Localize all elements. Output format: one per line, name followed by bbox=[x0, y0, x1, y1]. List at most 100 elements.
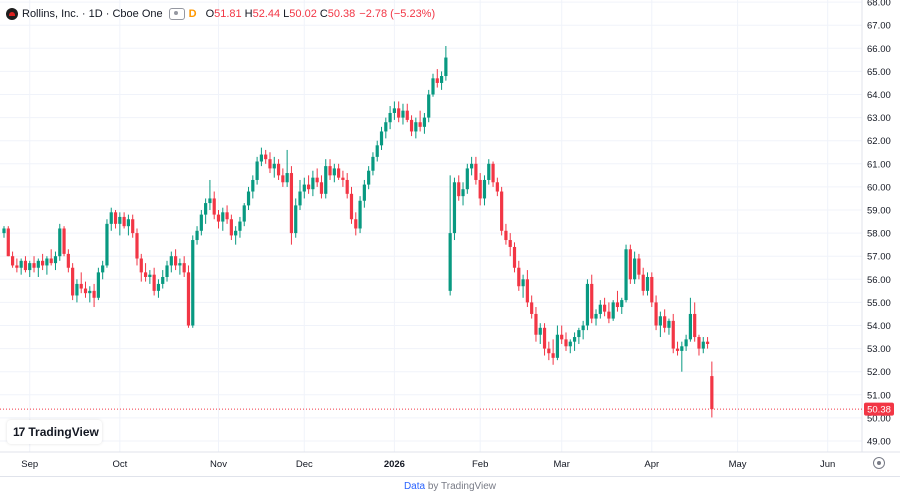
candle-body bbox=[555, 334, 560, 358]
candle-body bbox=[367, 170, 371, 185]
y-tick-label: 52.00 bbox=[867, 367, 891, 378]
y-tick-label: 59.00 bbox=[867, 206, 891, 217]
candle-body bbox=[62, 228, 66, 254]
candle-body bbox=[66, 253, 70, 268]
candle-body bbox=[71, 267, 75, 296]
candle-body bbox=[139, 258, 143, 273]
candle-body bbox=[603, 304, 607, 312]
candle-body bbox=[118, 216, 122, 224]
x-tick-label: May bbox=[729, 459, 747, 470]
candle-body bbox=[332, 168, 336, 176]
tradingview-logo-icon: 17 bbox=[13, 425, 25, 439]
candle-body bbox=[680, 346, 684, 351]
y-tick-label: 64.00 bbox=[867, 90, 891, 101]
y-tick-label: 49.00 bbox=[867, 437, 891, 448]
low-value: 50.02 bbox=[289, 8, 317, 20]
candle-body bbox=[568, 341, 572, 347]
candle-body bbox=[388, 112, 392, 123]
candle-body bbox=[487, 163, 491, 180]
candle-body bbox=[311, 177, 315, 190]
candle-body bbox=[379, 131, 384, 146]
candle-body bbox=[521, 279, 525, 287]
data-status-badge[interactable]: D bbox=[188, 8, 197, 20]
candle-body bbox=[101, 265, 105, 273]
candle-body bbox=[23, 260, 28, 271]
candle-body bbox=[427, 94, 431, 118]
candle-body bbox=[186, 272, 191, 326]
candle-body bbox=[148, 274, 152, 277]
candle-body bbox=[508, 240, 512, 247]
candle-body bbox=[530, 302, 534, 314]
candle-body bbox=[19, 260, 23, 268]
candle-body bbox=[109, 212, 113, 224]
tradingview-logo-text: TradingView bbox=[28, 425, 99, 439]
candle-body bbox=[289, 173, 294, 234]
candle-body bbox=[650, 276, 654, 303]
x-tick-label: Oct bbox=[112, 459, 127, 470]
candle-body bbox=[191, 240, 195, 326]
candle-body bbox=[285, 173, 289, 183]
candle-body bbox=[204, 203, 208, 215]
candle-body bbox=[10, 256, 15, 266]
candle-body bbox=[92, 290, 96, 298]
candle-body bbox=[58, 228, 62, 257]
y-tick-label: 62.00 bbox=[867, 136, 891, 147]
candle-body bbox=[221, 212, 225, 222]
candle-body bbox=[658, 316, 662, 326]
candle-body bbox=[705, 341, 710, 344]
candle-body bbox=[375, 145, 379, 157]
candle-body bbox=[495, 182, 499, 192]
y-tick-label: 53.00 bbox=[867, 344, 891, 355]
open-value: 51.81 bbox=[214, 8, 242, 20]
candle-body bbox=[358, 200, 362, 229]
candle-body bbox=[435, 78, 439, 83]
candle-body bbox=[615, 302, 620, 308]
candle-body bbox=[491, 163, 495, 183]
last-price-label: 50.38 bbox=[867, 405, 891, 416]
candle-body bbox=[143, 272, 148, 277]
y-tick-label: 67.00 bbox=[867, 21, 891, 32]
x-tick-label: Nov bbox=[210, 459, 227, 470]
candle-body bbox=[452, 182, 457, 234]
candle-body bbox=[276, 163, 281, 176]
symbol-title[interactable]: Rollins, Inc. · 1D · Cboe One bbox=[22, 8, 163, 20]
tradingview-logo[interactable]: 17 TradingView bbox=[7, 420, 102, 444]
candle-body bbox=[422, 117, 427, 127]
x-tick-label: Dec bbox=[296, 459, 313, 470]
candle-body bbox=[701, 341, 705, 349]
candle-body bbox=[431, 78, 435, 95]
candle-body bbox=[663, 316, 667, 328]
y-tick-label: 68.00 bbox=[867, 0, 891, 9]
candle-body bbox=[259, 154, 263, 162]
gear-icon[interactable] bbox=[873, 457, 885, 469]
visibility-eye-icon[interactable] bbox=[168, 8, 185, 20]
candle-body bbox=[667, 320, 671, 328]
candle-body bbox=[41, 260, 45, 266]
data-link[interactable]: Data bbox=[403, 481, 426, 492]
candle-body bbox=[135, 233, 139, 259]
company-logo-icon bbox=[6, 8, 18, 20]
x-tick-label: Apr bbox=[644, 459, 659, 470]
candle-body bbox=[594, 313, 598, 319]
x-tick-label: Feb bbox=[472, 459, 488, 470]
candle-body bbox=[654, 302, 658, 326]
candle-body bbox=[53, 256, 58, 264]
x-tick-label: Mar bbox=[554, 459, 570, 470]
candle-body bbox=[328, 166, 332, 176]
candle-body bbox=[354, 219, 358, 229]
x-tick-label: Sep bbox=[21, 459, 38, 470]
candle-body bbox=[457, 182, 461, 197]
candle-body bbox=[482, 179, 487, 199]
candle-body bbox=[122, 216, 126, 227]
candle-body bbox=[538, 327, 542, 335]
y-tick-label: 55.00 bbox=[867, 298, 891, 309]
candle-body bbox=[131, 219, 135, 234]
candle-body bbox=[36, 260, 40, 268]
candle-body bbox=[281, 175, 285, 183]
change-value: −2.78 (−5.23%) bbox=[359, 8, 436, 20]
candle-body bbox=[547, 348, 551, 354]
candle-body bbox=[251, 179, 255, 192]
x-tick-label: 2026 bbox=[384, 459, 405, 470]
